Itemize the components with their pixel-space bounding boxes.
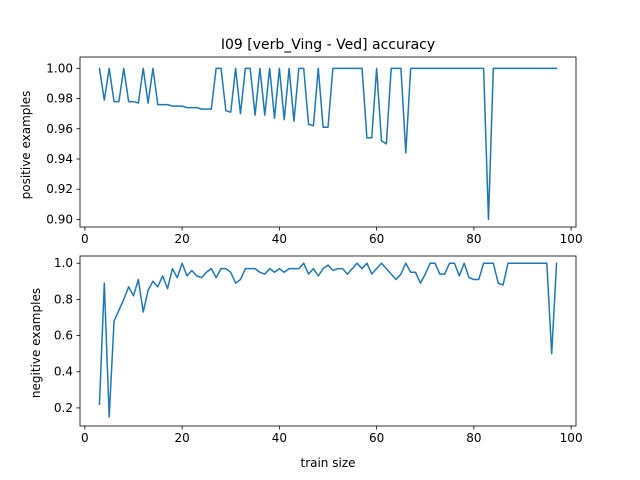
bottom-plot: 0 20 40 60 80 100 0.2 0.4 0.6 0.8 1.0 [54, 255, 583, 445]
y-tick-label: 0.94 [46, 152, 73, 166]
top-y-axis-label: positive examples [19, 91, 33, 200]
y-tick-label: 0.98 [46, 92, 73, 106]
x-tick-label: 100 [560, 431, 583, 445]
chart-title: I09 [verb_Ving - Ved] accuracy [221, 37, 435, 53]
axes-frame [79, 56, 577, 228]
y-tick-label: 1.00 [46, 61, 73, 75]
y-tick-label: 1.0 [54, 256, 73, 270]
x-tick-label: 60 [369, 431, 384, 445]
x-tick-label: 0 [81, 431, 89, 445]
x-tick-label: 80 [466, 232, 481, 246]
x-tick-label: 20 [174, 232, 189, 246]
y-tick-label: 0.90 [46, 212, 73, 226]
x-tick-label: 100 [560, 232, 583, 246]
y-tick-label: 0.6 [54, 329, 73, 343]
y-tick-label: 0.4 [54, 365, 73, 379]
bottom-y-axis-label: negitive examples [29, 288, 43, 398]
x-tick-label: 0 [81, 232, 89, 246]
y-tick-label: 0.2 [54, 401, 73, 415]
top-plot: 0 20 40 60 80 100 0.90 0.92 0.94 0.96 0.98 1.00 [46, 56, 583, 246]
series-line-0 [98, 67, 558, 221]
x-tick-label: 80 [466, 431, 481, 445]
x-tick-label: 60 [369, 232, 384, 246]
series-line-0 [98, 262, 558, 418]
y-tick-label: 0.96 [46, 122, 73, 136]
x-tick-label: 20 [174, 431, 189, 445]
axes-frame [79, 255, 577, 427]
x-tick-label: 40 [272, 431, 287, 445]
x-tick-label: 40 [272, 232, 287, 246]
y-tick-label: 0.8 [54, 292, 73, 306]
x-axis-label: train size [300, 456, 355, 470]
y-tick-label: 0.92 [46, 182, 73, 196]
